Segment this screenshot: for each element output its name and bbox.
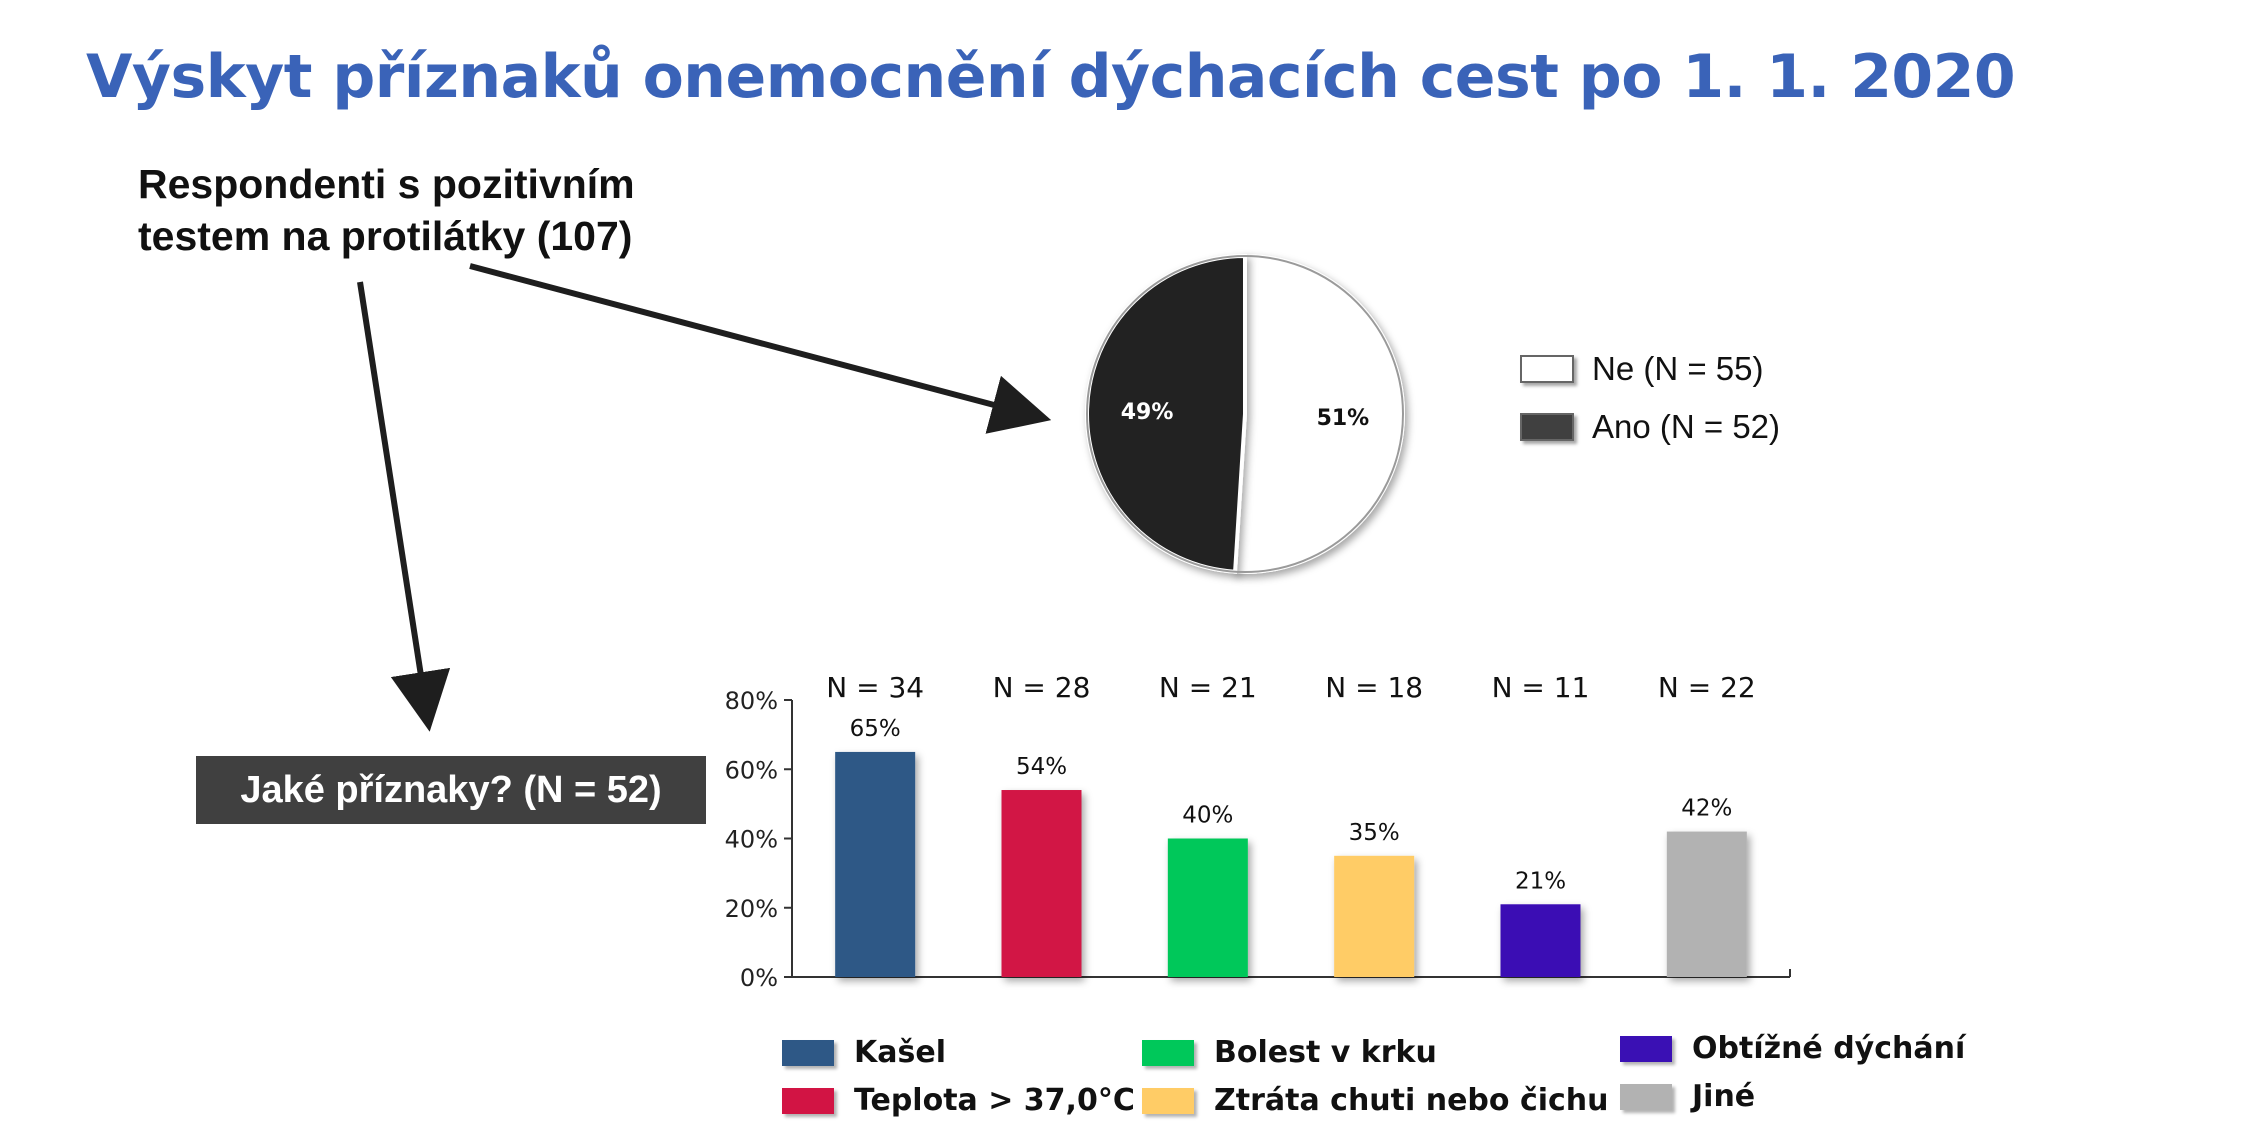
y-tick-label: 20%: [725, 895, 778, 923]
y-tick-label: 40%: [725, 826, 778, 854]
pie-value-label-1: 49%: [1121, 400, 1174, 425]
question-box: Jaké příznaky? (N = 52): [196, 756, 706, 824]
y-tick-label: 80%: [725, 687, 778, 715]
pie-legend-ne-swatch: [1520, 355, 1574, 383]
bar-legend-bolest-swatch: [1142, 1039, 1194, 1066]
respondents-line-2: testem na protilátky (107): [138, 213, 633, 259]
bar-4: [1500, 904, 1581, 977]
page-title: Výskyt příznaků onemocnění dýchacích ces…: [86, 42, 2016, 112]
bar-legend-bolest-label: Bolest v krku: [1214, 1035, 1437, 1070]
bar-n-label-1: N = 28: [993, 671, 1091, 704]
bar-legend-kasel-swatch: [782, 1039, 834, 1066]
bar-legend-obtizne-swatch: [1620, 1035, 1672, 1062]
bar-1: [1001, 790, 1082, 977]
bar-legend-obtizne-label: Obtížné dýchání: [1692, 1031, 1966, 1066]
y-tick-label: 0%: [740, 964, 778, 992]
arrow-to-symptoms: [357, 281, 451, 732]
bar-legend-teplota-label: Teplota > 37,0°C: [854, 1083, 1135, 1118]
bar-2: [1167, 838, 1248, 977]
bar-legend-teplota-swatch: [782, 1087, 834, 1114]
respondents-label: Respondenti s pozitivním testem na proti…: [138, 158, 635, 262]
bar-legend-kasel: Kašel: [782, 1035, 946, 1070]
pie-outline: [1086, 255, 1404, 573]
bar-legend-jine-swatch: [1620, 1083, 1672, 1110]
bar-legend-teplota: Teplota > 37,0°C: [782, 1083, 1135, 1118]
arrow-to-pie: [469, 263, 1052, 434]
bar-n-label-5: N = 22: [1658, 671, 1756, 704]
bar-n-label-3: N = 18: [1325, 671, 1423, 704]
bar-legend-bolest: Bolest v krku: [1142, 1035, 1437, 1070]
bar-n-label-2: N = 21: [1159, 671, 1257, 704]
pie-legend-ne: Ne (N = 55): [1520, 350, 1763, 388]
pie-chart: 51% 49%: [1085, 253, 1406, 574]
bar-n-label-4: N = 11: [1492, 671, 1590, 704]
bar-0: [835, 751, 916, 977]
bar-chart: 0% 20% 40% 60% 80% 65% N = 34 54% N = 28 40% N = 2…: [725, 671, 1791, 992]
bar-value-label-4: 21%: [1515, 868, 1566, 894]
bar-legend-jine-label: Jiné: [1692, 1079, 1756, 1114]
bar-legend-obtizne: Obtížné dýchání: [1620, 1031, 1965, 1066]
bar-value-label-3: 35%: [1349, 820, 1400, 846]
y-tick-label: 60%: [725, 756, 778, 784]
pie-legend-ano-label: Ano (N = 52): [1592, 408, 1781, 445]
bar-legend-ztrata-swatch: [1142, 1087, 1194, 1114]
respondents-line-1: Respondenti s pozitivním: [138, 161, 635, 207]
bar-value-label-0: 65%: [850, 716, 901, 742]
pie-legend-ne-label: Ne (N = 55): [1592, 350, 1764, 387]
pie-legend-ano: Ano (N = 52): [1520, 408, 1780, 446]
bar-5: [1666, 831, 1747, 977]
bar-value-label-2: 40%: [1182, 803, 1233, 829]
bar-legend-ztrata: Ztráta chuti nebo čichu: [1142, 1083, 1609, 1118]
bar-value-label-1: 54%: [1016, 754, 1067, 780]
bar-legend-ztrata-label: Ztráta chuti nebo čichu: [1214, 1083, 1609, 1118]
bar-value-label-5: 42%: [1681, 796, 1732, 822]
bar-n-label-0: N = 34: [826, 671, 924, 704]
pie-legend-ano-swatch: [1520, 413, 1574, 441]
bar-3: [1334, 855, 1415, 977]
pie-value-label-0: 51%: [1317, 406, 1370, 431]
bar-legend-kasel-label: Kašel: [854, 1035, 946, 1070]
bar-legend-jine: Jiné: [1620, 1079, 1755, 1114]
